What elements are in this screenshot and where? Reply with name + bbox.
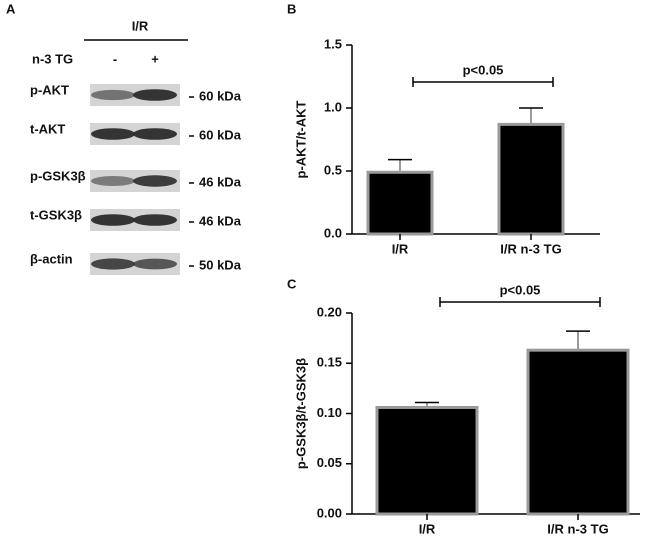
treatment-level: + (151, 51, 159, 66)
bar (366, 170, 434, 236)
row-label: t-AKT (30, 121, 65, 136)
blot-band (91, 89, 135, 101)
blot-band (91, 128, 135, 140)
blot-band (133, 89, 177, 101)
annotation: p<0.05 (500, 282, 541, 297)
y-tick-label: 0.15 (317, 355, 342, 370)
significance-bracket (439, 297, 601, 307)
blot-band (133, 175, 177, 187)
treatment-label: n-3 TG (32, 51, 73, 66)
blot-band (133, 214, 177, 226)
y-tick-label: 0.5 (324, 162, 342, 177)
blot-band (133, 258, 177, 270)
panel-label: A (6, 1, 16, 16)
size-label: 46 kDa (199, 213, 242, 228)
blot-band (91, 258, 135, 270)
x-tick-label: I/R (419, 521, 436, 536)
panel-label: B (287, 1, 296, 16)
x-tick-label: I/R n-3 TG (500, 241, 561, 256)
y-tick-label: 0.20 (317, 304, 342, 319)
bar (526, 348, 630, 516)
size-label: 60 kDa (199, 88, 242, 103)
row-label: p-GSK3β (30, 168, 86, 183)
y-tick-label: 0.10 (317, 405, 342, 420)
row-label: t-GSK3β (30, 207, 82, 222)
y-tick-label: 0.00 (317, 505, 342, 520)
y-tick-label: 1.0 (324, 99, 342, 114)
treatment-level: - (113, 51, 117, 66)
size-label: 46 kDa (199, 174, 242, 189)
y-axis-label: p-AKT/t-AKT (293, 100, 308, 178)
row-label: β-actin (30, 251, 73, 266)
y-axis-label: p-GSK3β/t-GSK3β (293, 358, 308, 469)
x-tick-label: I/R (392, 241, 409, 256)
row-label: p-AKT (30, 82, 69, 97)
bar (375, 405, 479, 516)
annotation: p<0.05 (463, 62, 504, 77)
size-label: 50 kDa (199, 257, 242, 272)
x-tick-label: I/R n-3 TG (547, 521, 608, 536)
blot-band (91, 214, 135, 226)
bar (497, 122, 565, 236)
significance-bracket (412, 77, 554, 87)
panel-label: C (287, 276, 297, 291)
size-label: 60 kDa (199, 127, 242, 142)
y-tick-label: 0.05 (317, 455, 342, 470)
group-label: I/R (132, 18, 149, 33)
blot-band (133, 128, 177, 140)
blot-band (91, 176, 135, 186)
y-tick-label: 1.5 (324, 36, 342, 51)
y-tick-label: 0.0 (324, 225, 342, 240)
